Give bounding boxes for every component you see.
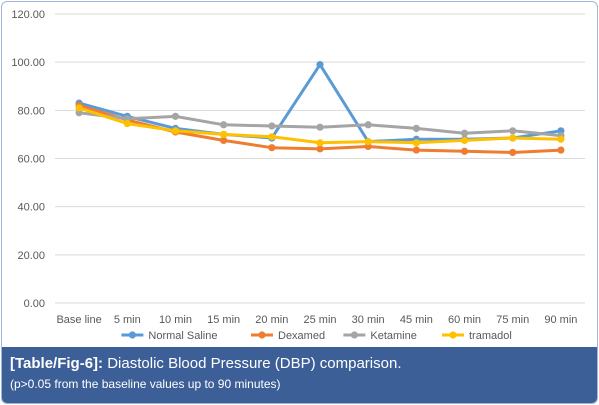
x-tick-label: 75 min <box>496 314 529 326</box>
x-tick-label: 10 min <box>159 314 192 326</box>
y-tick-label: 80.00 <box>17 105 45 117</box>
legend-item-tramadol: tramadol <box>442 330 512 342</box>
data-point <box>220 121 228 129</box>
data-point <box>364 121 372 129</box>
x-tick-label: 90 min <box>544 314 577 326</box>
legend-swatch-marker <box>258 331 266 339</box>
chart-area: 0.00 20.00 40.00 60.00 80.00 100.00 120.00 Bas… <box>2 2 597 347</box>
line-chart: 0.00 20.00 40.00 60.00 80.00 100.00 120.00 Bas… <box>11 9 585 342</box>
data-point <box>316 139 324 147</box>
series-ketamine <box>75 109 565 140</box>
legend-swatch-marker <box>350 331 358 339</box>
data-point <box>460 129 469 137</box>
y-tick-label: 20.00 <box>17 250 45 262</box>
y-tick-label: 0.00 <box>24 298 45 310</box>
legend-item-normal-saline: Normal Saline <box>121 330 217 342</box>
y-tick-label: 40.00 <box>17 202 45 214</box>
data-point <box>509 127 517 135</box>
x-tick-label: 30 min <box>352 314 385 326</box>
data-point <box>220 136 228 145</box>
data-point <box>460 136 469 145</box>
legend-item-ketamine: Ketamine <box>343 330 417 342</box>
y-tick-label: 120.00 <box>11 9 45 21</box>
data-point <box>460 147 469 155</box>
data-point <box>171 112 180 120</box>
data-point <box>268 133 276 141</box>
caption-title-line: [Table/Fig-6]: Diastolic Blood Pressure … <box>10 355 402 372</box>
figure-caption: [Table/Fig-6]: Diastolic Blood Pressure … <box>2 347 597 403</box>
series-tramadol <box>75 104 565 147</box>
legend: Normal Saline Dexamed Ketamine tramadol <box>121 330 512 342</box>
series-lines <box>75 60 565 157</box>
data-point <box>412 139 420 147</box>
data-point <box>220 130 228 139</box>
x-tick-label: 5 min <box>114 314 141 326</box>
legend-swatch-marker <box>128 331 136 339</box>
caption-note: (p>0.05 from the baseline values up to 9… <box>10 377 281 391</box>
data-point <box>557 146 565 154</box>
x-axis-ticks: Base line 5 min 10 min 15 min 20 min 25 min 30… <box>56 314 577 326</box>
data-point <box>171 127 180 135</box>
data-point <box>509 148 517 157</box>
x-tick-label: 45 min <box>400 314 433 326</box>
legend-swatch-marker <box>449 331 457 339</box>
x-tick-label: 15 min <box>207 314 240 326</box>
x-tick-label: Base line <box>56 314 101 326</box>
caption-label: [Table/Fig-6]: <box>10 355 104 372</box>
y-tick-label: 60.00 <box>17 154 45 166</box>
data-point <box>412 146 420 154</box>
x-tick-label: 60 min <box>448 314 481 326</box>
data-point <box>509 134 517 142</box>
x-tick-label: 20 min <box>255 314 288 326</box>
y-axis-ticks: 0.00 20.00 40.00 60.00 80.00 100.00 120.00 <box>11 9 45 310</box>
caption-title: Diastolic Blood Pressure (DBP) compariso… <box>103 355 402 372</box>
data-point <box>268 122 276 130</box>
x-tick-label: 25 min <box>303 314 336 326</box>
legend-item-dexamed: Dexamed <box>251 330 325 342</box>
data-point <box>364 138 372 146</box>
legend-label: Ketamine <box>370 330 416 342</box>
data-point <box>412 124 420 132</box>
data-point <box>268 144 276 152</box>
y-tick-label: 100.00 <box>11 57 45 69</box>
grid-lines <box>55 13 585 304</box>
data-point <box>316 60 324 69</box>
legend-label: Dexamed <box>278 330 325 342</box>
data-point <box>123 119 131 128</box>
data-point <box>316 145 324 153</box>
legend-label: Normal Saline <box>148 330 217 342</box>
legend-label: tramadol <box>469 330 512 342</box>
data-point <box>557 135 565 143</box>
data-point <box>316 123 324 131</box>
data-point <box>75 104 83 112</box>
